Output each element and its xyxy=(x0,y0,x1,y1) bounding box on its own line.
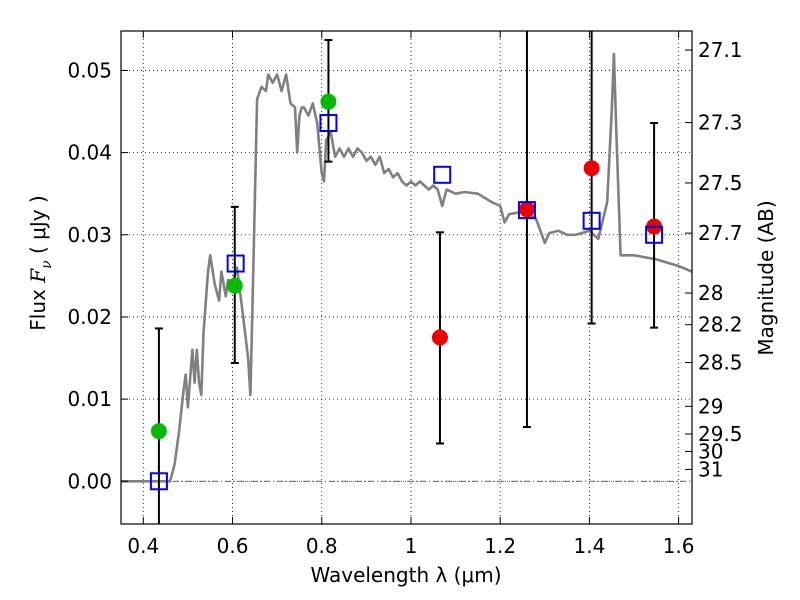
model-spectrum xyxy=(121,52,693,483)
red-circle-point xyxy=(583,160,600,177)
error-bars xyxy=(154,31,659,524)
y-tick-label: 0.00 xyxy=(67,469,112,493)
y2-tick-label: 28.2 xyxy=(698,313,743,337)
y2-tick-label: 27.1 xyxy=(698,38,743,62)
blue-square-point xyxy=(433,165,452,184)
x-axis-label: Wavelength λ (μm) xyxy=(310,563,501,587)
y-tick-label: 0.04 xyxy=(67,141,112,165)
green-circle-point xyxy=(320,93,337,110)
x-tick-label: 1 xyxy=(405,534,418,558)
blue-square-point xyxy=(149,472,168,491)
y-tick-label: 0.01 xyxy=(67,387,112,411)
y2-axis-label: Magnitude (AB) xyxy=(754,200,778,355)
y2-tick-label: 29 xyxy=(698,394,723,418)
blue-square-point xyxy=(226,254,245,273)
x-tick-label: 0.4 xyxy=(127,534,159,558)
y-axis-label: Flux Fν ( μJy ) xyxy=(26,195,55,330)
y2-tick-label: 28 xyxy=(698,281,723,305)
blue-square-point xyxy=(517,201,536,220)
green-circle-point xyxy=(150,423,167,440)
x-tick-label: 1.6 xyxy=(663,534,695,558)
error-bar xyxy=(587,31,596,325)
x-tick-label: 1.2 xyxy=(484,534,516,558)
y2-tick-label: 29.5 xyxy=(698,422,743,446)
y2-tick-label: 28.5 xyxy=(698,351,743,375)
y-tick-label: 0.02 xyxy=(67,305,112,329)
y2-tick-label: 27.7 xyxy=(698,221,743,245)
y2-tick-label: 27.3 xyxy=(698,111,743,135)
x-tick-labels: 0.4 0.6 0.8 1 1.2 1.4 1.6 xyxy=(127,534,694,558)
y2-tick-label: 31 xyxy=(698,457,723,481)
x-tick-label: 1.4 xyxy=(573,534,605,558)
ticks xyxy=(121,31,692,524)
x-tick-label: 0.8 xyxy=(306,534,338,558)
blue-square-point xyxy=(319,114,338,133)
red-circle-point xyxy=(431,329,448,346)
y-tick-labels: 0.00 0.01 0.02 0.03 0.04 0.05 xyxy=(67,58,112,493)
model-line xyxy=(121,52,693,483)
x-tick-label: 0.6 xyxy=(217,534,249,558)
y-tick-label: 0.05 xyxy=(67,58,112,82)
blue-square-point xyxy=(645,225,664,244)
red-circle-point xyxy=(518,201,535,218)
plot-frame xyxy=(120,30,693,525)
blue-square-point xyxy=(582,211,601,230)
data-markers xyxy=(149,93,664,491)
y2-tick-label: 30 xyxy=(698,439,723,463)
error-bar xyxy=(522,31,531,429)
y-tick-label: 0.03 xyxy=(67,223,112,247)
green-circle-point xyxy=(226,277,243,294)
y2-tick-label: 27.5 xyxy=(698,171,743,195)
